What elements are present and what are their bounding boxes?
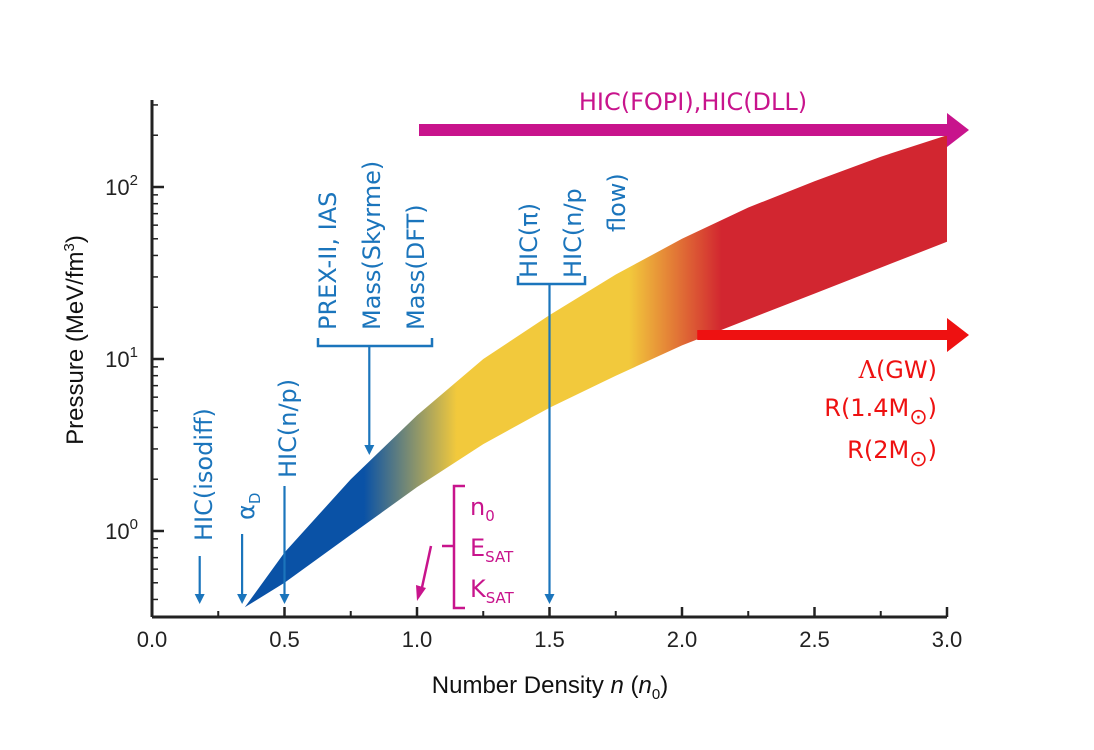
blue-annotations: HIC(isodiff) αD HIC(n/p) PREX-II, IAS Ma… bbox=[190, 161, 631, 541]
y-tick-label-2: 102 bbox=[105, 172, 138, 200]
lambda-gw-label: Λ(GW) bbox=[858, 356, 937, 384]
y-tick-label-1: 101 bbox=[105, 344, 138, 372]
arrow-shaft-1 bbox=[697, 330, 949, 340]
saturation-bracket bbox=[442, 484, 465, 610]
prex-arrow-head bbox=[364, 445, 375, 455]
hic-np-flow-label-2: flow) bbox=[603, 173, 631, 232]
arrow-shaft-0 bbox=[419, 124, 949, 136]
saturation-annotation: n0 ESAT KSAT bbox=[416, 484, 515, 610]
saturation-arrow-head bbox=[416, 585, 426, 601]
isodiff-label: HIC(isodiff) bbox=[190, 408, 218, 541]
n0-label: n0 bbox=[470, 493, 495, 525]
pi-arrow-head bbox=[544, 594, 555, 604]
hic-np-flow-label-1: HIC(n/p bbox=[559, 188, 587, 278]
gw-labels: Λ(GW) R(1.4M⊙) R(2M⊙) bbox=[824, 356, 937, 472]
hic-pi-label: HIC(π) bbox=[515, 203, 543, 278]
pressure-band-area bbox=[244, 135, 947, 608]
arrows bbox=[419, 113, 969, 352]
isodiff-arrow-head bbox=[194, 594, 205, 604]
x-tick-label-2: 1.0 bbox=[402, 627, 433, 652]
x-axis-title: Number Density n (n0) bbox=[432, 672, 668, 703]
x-tick-label-3: 1.5 bbox=[534, 627, 565, 652]
mass-dft-label: Mass(DFT) bbox=[402, 204, 430, 330]
x-tick-label-5: 2.5 bbox=[799, 627, 830, 652]
esat-label: ESAT bbox=[470, 534, 514, 566]
x-tick-label-1: 0.5 bbox=[269, 627, 300, 652]
r14-label: R(1.4M⊙) bbox=[824, 394, 937, 430]
prex-bracket bbox=[316, 338, 434, 348]
blue-markers bbox=[316, 276, 587, 348]
fopi-dll-label: HIC(FOPI),HIC(DLL) bbox=[579, 88, 807, 116]
y-tick-label-0: 100 bbox=[105, 516, 138, 544]
arrow-head-0 bbox=[947, 113, 969, 147]
y-ticks: 100 101 102 bbox=[105, 104, 164, 601]
alpha-d-arrow-head bbox=[237, 594, 248, 604]
mass-skyrme-label: Mass(Skyrme) bbox=[358, 161, 386, 330]
x-tick-label-4: 2.0 bbox=[667, 627, 698, 652]
saturation-arrow-line bbox=[419, 545, 433, 593]
hic-np-label: HIC(n/p) bbox=[274, 379, 302, 478]
y-axis-title: Pressure (MeV/fm3) bbox=[61, 235, 89, 445]
arrow-head-1 bbox=[947, 318, 969, 352]
pi-bracket bbox=[516, 276, 587, 286]
ksat-label: KSAT bbox=[470, 575, 515, 607]
r2-label: R(2M⊙) bbox=[847, 436, 937, 472]
x-tick-label-6: 3.0 bbox=[932, 627, 963, 652]
x-tick-label-0: 0.0 bbox=[137, 627, 168, 652]
blue-arrows bbox=[194, 284, 555, 604]
prex-ias-label: PREX-II, IAS bbox=[314, 192, 342, 330]
pressure-band bbox=[244, 135, 947, 608]
alpha-d-label: αD bbox=[232, 493, 264, 520]
x-ticks: 0.0 0.5 1.0 1.5 2.0 2.5 3.0 bbox=[137, 607, 963, 652]
hic-np-arrow-head bbox=[279, 594, 290, 604]
axes: 0.0 0.5 1.0 1.5 2.0 2.5 3.0 100 101 102 bbox=[105, 100, 962, 652]
